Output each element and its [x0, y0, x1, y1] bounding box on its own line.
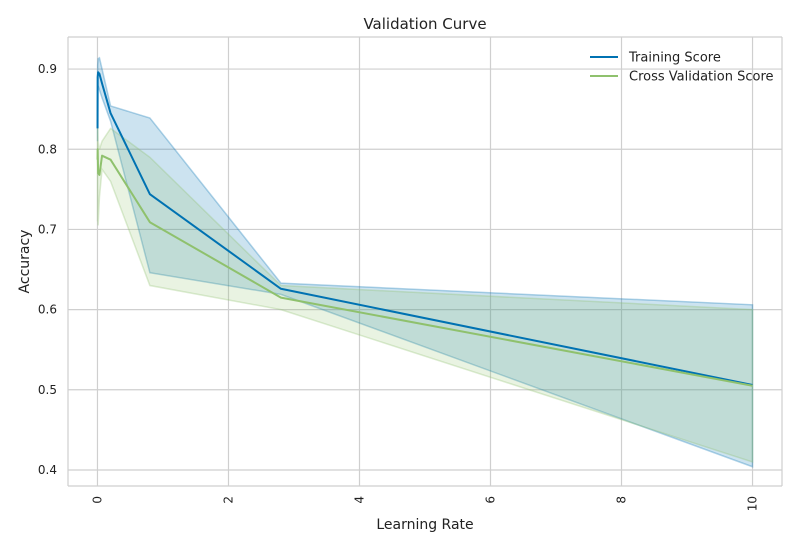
- x-tick-label: 8: [615, 496, 629, 504]
- y-tick-label: 0.5: [38, 383, 57, 397]
- plot-background: [68, 37, 782, 486]
- y-tick-label: 0.9: [38, 62, 57, 76]
- y-tick-label: 0.7: [38, 222, 57, 236]
- chart-title: Validation Curve: [363, 15, 486, 33]
- band-cross-validation-score: [96, 121, 754, 463]
- x-tick-label: 6: [484, 496, 498, 504]
- x-tick-label: 4: [352, 496, 366, 504]
- axes: 0.4 0.5 0.6 0.7 0.8 0.9 0 2 4 6 8 10: [38, 36, 783, 511]
- x-tick-label: 10: [746, 496, 760, 511]
- grid-lines: [68, 37, 782, 486]
- x-tick-label: 0: [90, 496, 104, 504]
- line-cross-validation-score: [96, 148, 753, 387]
- y-tick-label: 0.6: [38, 303, 57, 317]
- legend-label-training-score: Training Score: [628, 51, 721, 66]
- x-axis-label: Learning Rate: [376, 517, 473, 533]
- legend: Training Score Cross Validation Score: [590, 51, 774, 85]
- y-tick-label: 0.4: [38, 463, 57, 477]
- x-tick-label: 2: [221, 496, 235, 504]
- series-lines: [96, 71, 753, 387]
- y-axis-label: Accuracy: [17, 230, 33, 294]
- legend-label-cross-validation-score: Cross Validation Score: [629, 70, 774, 85]
- y-tick-label: 0.8: [38, 142, 57, 156]
- line-training-score: [96, 71, 753, 386]
